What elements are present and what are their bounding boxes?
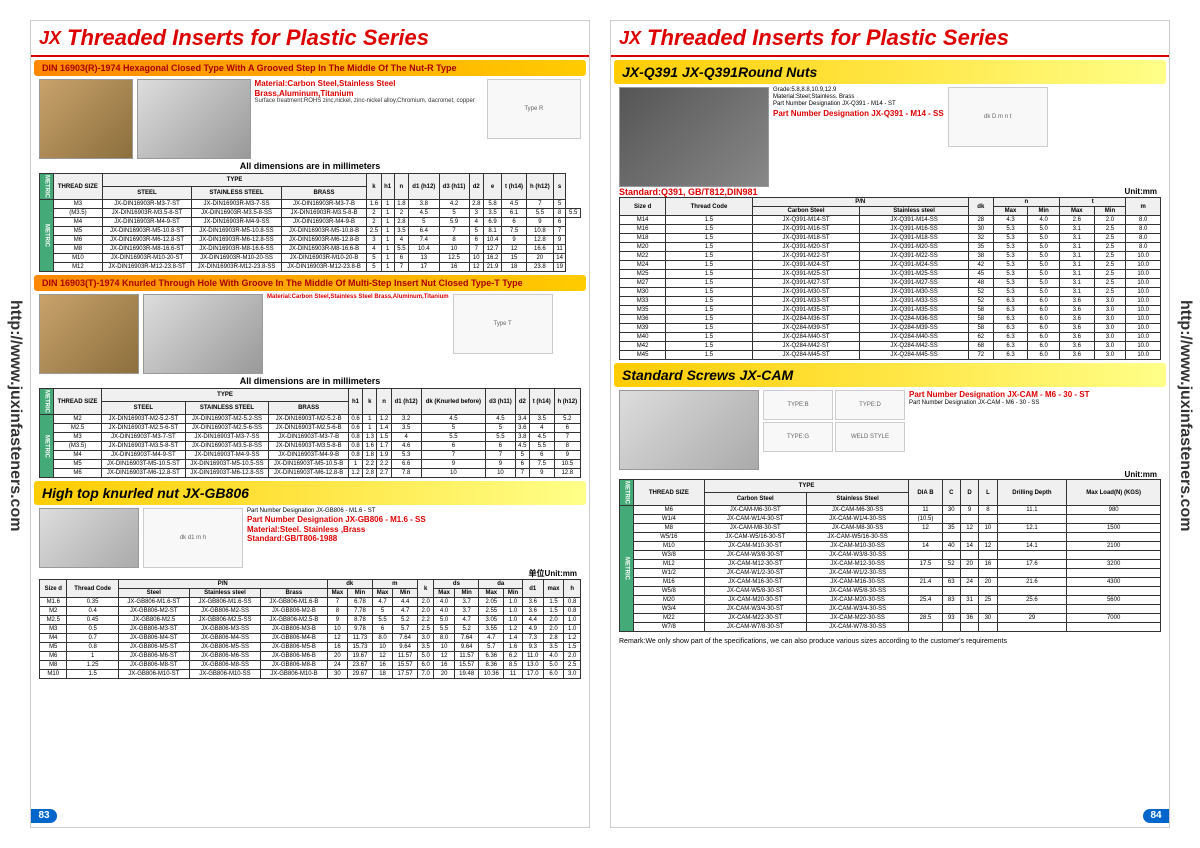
dimensions-note-1: All dimensions are in millimeters <box>39 161 581 171</box>
tech-drawing-q391: dk D m n t <box>948 87 1048 147</box>
table-din16903r: METRICTHREAD SIZETYPEkh1nd1 (h12)d3 (h11… <box>39 173 581 272</box>
type-d-diagram: TYPE:D <box>835 390 905 420</box>
tech-drawing-1: Type R <box>487 79 581 139</box>
watermark-right: http://www.juxinfasteners.com <box>1176 300 1194 531</box>
pn-label-gb806-st: Part Number Designation JX-GB806 - M1.6 … <box>247 508 426 515</box>
grade-label: Grade:5.8,8.8,10.9,12.9 <box>773 87 944 94</box>
table-q391: Size dThread CodeP/Ndkntm Carbon SteelSt… <box>619 197 1161 360</box>
unit-cam: Unit:mm <box>619 470 1161 479</box>
logo: JX <box>39 28 61 49</box>
standard-q391: Standard:Q391, GB/T812,DIN981 <box>619 187 758 197</box>
remark-text: Remark:We only show part of the specific… <box>611 634 1169 649</box>
type-b-diagram: TYPE:B <box>763 390 833 420</box>
product-photo-round-nut <box>619 87 769 187</box>
product-photo-knurled-steel <box>143 294 263 374</box>
product-photo-gb806 <box>39 508 139 568</box>
page-left: JX Threaded Inserts for Plastic Series D… <box>30 20 590 828</box>
page-header: JX Threaded Inserts for Plastic Series <box>31 21 589 57</box>
product-photo-cam-screws <box>619 390 759 470</box>
product-photo-hex-steel <box>137 79 250 159</box>
page-number-right: 84 <box>1143 809 1169 823</box>
pn-cam-st: Part Number Designation JX-CAM - M6 - 30… <box>909 390 1089 400</box>
material-note-2: Material:Carbon Steel,Stainless Steel Br… <box>267 294 449 301</box>
material-gb806: Material:Steel. Stainless ,Brass <box>247 525 426 535</box>
unit-label-1: 单位Unit:mm <box>39 568 581 579</box>
standard-gb806: Standard:GB/T806-1988 <box>247 534 426 544</box>
section3-title: High top knurled nut JX-GB806 <box>34 481 586 505</box>
table-din16903t: METRICTHREAD SIZETYPEh1knd1 (h12)dk (Knu… <box>39 388 581 478</box>
tech-drawing-2: Type T <box>453 294 553 354</box>
product-photo-knurled-brass <box>39 294 139 374</box>
type-g-diagram: TYPE:G <box>763 422 833 452</box>
material-label-q391: Material:Steel;Stainless. Brass <box>773 94 944 101</box>
page-right: JX Threaded Inserts for Plastic Series J… <box>610 20 1170 828</box>
table-gb806: Size dThread CodeP/Ndkmkdsdad1maxh Steel… <box>39 579 581 679</box>
cam-title: Standard Screws JX-CAM <box>614 363 1166 387</box>
page-title: Threaded Inserts for Plastic Series <box>67 25 429 51</box>
pn-label-gb806-ss: Part Number Designation JX-GB806 - M1.6 … <box>247 515 426 525</box>
tech-drawing-3: dk d1 m h <box>143 508 243 568</box>
section1-title: DIN 16903(R)-1974 Hexagonal Closed Type … <box>34 60 586 76</box>
section2-title: DIN 16903(T)-1974 Knurled Through Hole W… <box>34 275 586 291</box>
table-cam: METRICTHREAD SIZETYPEDIA BCDLDrilling De… <box>619 479 1161 632</box>
page-title-right: Threaded Inserts for Plastic Series <box>647 25 1009 51</box>
page-number-left: 83 <box>31 809 57 823</box>
q391-title: JX-Q391 JX-Q391Round Nuts <box>614 60 1166 84</box>
dimensions-note-2: All dimensions are in millimeters <box>39 376 581 386</box>
product-photo-hex-brass <box>39 79 133 159</box>
page-header-right: JX Threaded Inserts for Plastic Series <box>611 21 1169 57</box>
pn-q391-st: Part Number Designation JX-Q391 - M14 - … <box>773 101 944 108</box>
part-number-box-1: Material:Carbon Steel,Stainless Steel Br… <box>255 79 483 105</box>
watermark-left: http://www.juxinfasteners.com <box>6 300 24 531</box>
weld-style-diagram: WELD STYLE <box>835 422 905 452</box>
logo-right: JX <box>619 28 641 49</box>
pn-q391-ss: Part Number Designation JX-Q391 - M14 - … <box>773 109 944 119</box>
pn-cam-ss: Part Number Designation JX-CAM - M6 - 30… <box>909 400 1089 407</box>
unit-q391: Unit:mm <box>1125 187 1161 197</box>
